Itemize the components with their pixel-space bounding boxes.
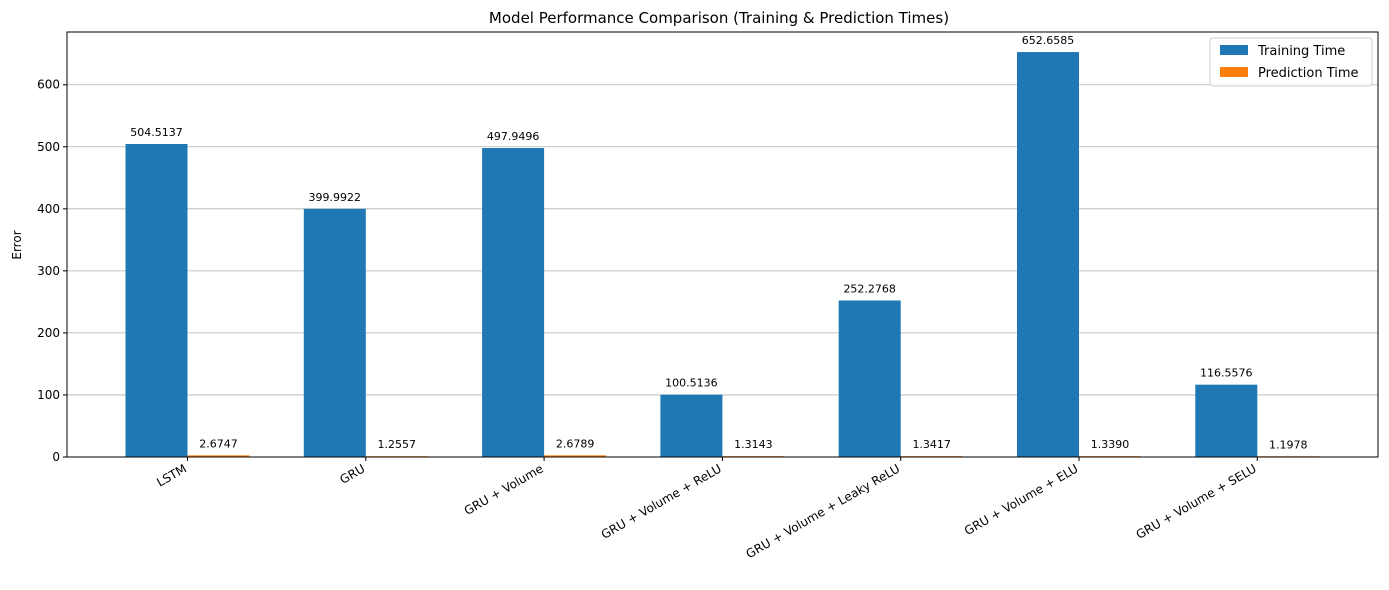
y-tick-label: 600 — [37, 78, 60, 92]
x-tick-label: GRU + Volume + Leaky ReLU — [744, 461, 903, 561]
data-label-prediction-time: 2.6747 — [199, 437, 238, 450]
legend-swatch — [1220, 67, 1248, 77]
x-tick-label: GRU — [337, 461, 367, 486]
y-tick-label: 0 — [52, 450, 60, 464]
data-label-prediction-time: 1.3417 — [912, 438, 951, 451]
bar-training-time — [126, 144, 188, 457]
data-label-training-time: 497.9496 — [487, 130, 540, 143]
data-label-prediction-time: 1.3390 — [1091, 438, 1130, 451]
x-tick-label: GRU + Volume + SELU — [1134, 461, 1259, 541]
data-label-prediction-time: 1.1978 — [1269, 438, 1308, 451]
bar-training-time — [482, 148, 544, 457]
bar-training-time — [304, 209, 366, 457]
bars — [126, 52, 1320, 457]
data-label-training-time: 100.5136 — [665, 377, 718, 390]
data-label-prediction-time: 1.2557 — [378, 438, 417, 451]
bar-training-time — [660, 395, 722, 457]
x-tick-label: GRU + Volume — [462, 461, 546, 517]
y-tick-label: 300 — [37, 264, 60, 278]
data-label-prediction-time: 2.6789 — [556, 437, 595, 450]
data-label-prediction-time: 1.3143 — [734, 438, 773, 451]
legend-label: Prediction Time — [1258, 66, 1359, 81]
chart-title: Model Performance Comparison (Training &… — [489, 9, 949, 27]
data-label-training-time: 652.6585 — [1022, 34, 1075, 47]
bar-training-time — [1017, 52, 1079, 457]
legend-label: Training Time — [1257, 44, 1345, 59]
y-axis-label: Error — [10, 230, 24, 259]
legend: Training Time Prediction Time — [1210, 38, 1372, 86]
bar-training-time — [1195, 385, 1257, 457]
y-tick-label: 200 — [37, 326, 60, 340]
plot-frame — [67, 32, 1378, 457]
data-label-training-time: 504.5137 — [130, 126, 183, 139]
data-label-training-time: 116.5576 — [1200, 367, 1253, 380]
y-tick-label: 500 — [37, 140, 60, 154]
axes: 0 100 200 300 400 500 600 LSTM GRU GRU + Volume GR… — [37, 32, 1378, 561]
bar-training-time — [839, 300, 901, 457]
y-tick-label: 400 — [37, 202, 60, 216]
legend-swatch — [1220, 45, 1248, 55]
x-tick-label: GRU + Volume + ELU — [962, 461, 1081, 538]
x-tick-label: GRU + Volume + ReLU — [599, 461, 724, 541]
x-tick-label: LSTM — [154, 461, 189, 489]
data-label-training-time: 252.2768 — [843, 282, 896, 295]
grid-lines — [67, 85, 1378, 457]
data-label-training-time: 399.9922 — [309, 191, 362, 204]
y-tick-label: 100 — [37, 388, 60, 402]
